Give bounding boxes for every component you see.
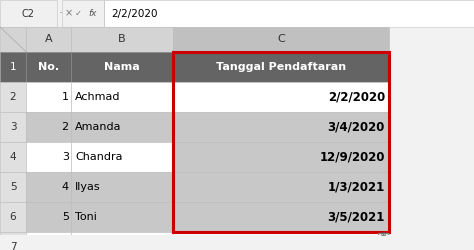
Text: Chandra: Chandra bbox=[75, 152, 122, 162]
Bar bbox=[71, 82, 173, 112]
Text: 2/2/2020: 2/2/2020 bbox=[111, 8, 158, 18]
Text: 1/3/2021: 1/3/2021 bbox=[328, 180, 385, 194]
Bar bbox=[173, 52, 389, 82]
Bar bbox=[26, 232, 71, 250]
Text: ×: × bbox=[64, 8, 73, 18]
Text: fx: fx bbox=[88, 9, 97, 18]
Bar bbox=[0, 142, 26, 172]
Text: 3/5/2021: 3/5/2021 bbox=[328, 211, 385, 224]
Text: 2/2/2020: 2/2/2020 bbox=[328, 90, 385, 103]
Text: 2: 2 bbox=[10, 92, 16, 102]
Text: Toni: Toni bbox=[75, 212, 97, 222]
Text: Achmad: Achmad bbox=[75, 92, 120, 102]
Text: B: B bbox=[118, 34, 126, 44]
Text: 5: 5 bbox=[62, 212, 69, 222]
Text: C: C bbox=[277, 34, 285, 44]
Bar bbox=[173, 142, 389, 172]
Text: Ilyas: Ilyas bbox=[75, 182, 100, 192]
Text: ⊞: ⊞ bbox=[380, 232, 386, 237]
Bar bbox=[0, 52, 26, 82]
Bar bbox=[0, 0, 57, 27]
Text: No.: No. bbox=[38, 62, 59, 72]
Bar bbox=[71, 27, 173, 52]
Bar bbox=[26, 202, 71, 232]
Text: 12/9/2020: 12/9/2020 bbox=[319, 150, 385, 164]
Text: 4: 4 bbox=[62, 182, 69, 192]
Bar bbox=[71, 142, 173, 172]
Bar bbox=[0, 112, 26, 142]
Bar bbox=[71, 52, 173, 82]
Bar bbox=[71, 232, 173, 250]
Bar bbox=[71, 172, 173, 202]
Text: 3: 3 bbox=[62, 152, 69, 162]
Bar bbox=[173, 232, 389, 250]
Text: A: A bbox=[45, 34, 53, 44]
Bar bbox=[173, 27, 389, 52]
Bar bbox=[0, 202, 26, 232]
Text: 3: 3 bbox=[10, 122, 16, 132]
Text: ✓: ✓ bbox=[75, 9, 82, 18]
Bar bbox=[378, 233, 388, 237]
Bar bbox=[173, 52, 389, 232]
Text: 7: 7 bbox=[10, 242, 16, 250]
Text: 1: 1 bbox=[10, 62, 16, 72]
Bar bbox=[104, 0, 474, 27]
Text: 6: 6 bbox=[10, 212, 16, 222]
Bar bbox=[26, 112, 71, 142]
Text: Tanggal Pendaftaran: Tanggal Pendaftaran bbox=[216, 62, 346, 72]
Text: Amanda: Amanda bbox=[75, 122, 121, 132]
Bar bbox=[173, 82, 389, 112]
Bar bbox=[26, 52, 71, 82]
Bar bbox=[173, 112, 389, 142]
Text: 4: 4 bbox=[10, 152, 16, 162]
Bar bbox=[71, 202, 173, 232]
Bar bbox=[173, 202, 389, 232]
Bar bbox=[0, 82, 26, 112]
Text: 5: 5 bbox=[10, 182, 16, 192]
Text: C2: C2 bbox=[22, 8, 35, 18]
Bar bbox=[173, 172, 389, 202]
Bar bbox=[71, 112, 173, 142]
Bar bbox=[62, 0, 109, 27]
Bar bbox=[26, 142, 71, 172]
Bar bbox=[26, 172, 71, 202]
Text: 3/4/2020: 3/4/2020 bbox=[328, 120, 385, 134]
Text: Nama: Nama bbox=[104, 62, 140, 72]
Bar bbox=[0, 27, 26, 52]
Bar bbox=[0, 172, 26, 202]
Bar bbox=[26, 27, 71, 52]
Bar bbox=[0, 232, 26, 250]
Text: 1: 1 bbox=[62, 92, 69, 102]
Text: ·: · bbox=[58, 7, 62, 20]
Bar bbox=[26, 82, 71, 112]
Text: 2: 2 bbox=[62, 122, 69, 132]
